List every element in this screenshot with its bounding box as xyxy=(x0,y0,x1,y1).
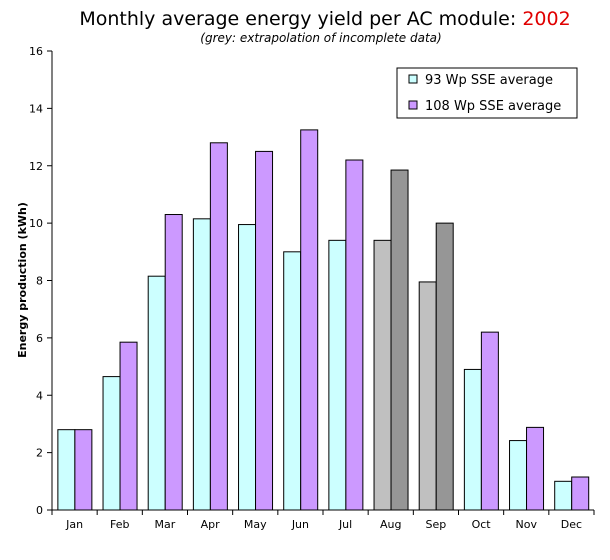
bar-apr-108wp xyxy=(209,142,228,511)
bar-mar-93wp xyxy=(147,275,166,511)
bar-feb-108wp xyxy=(119,341,138,511)
bar-sep-93wp xyxy=(418,281,437,511)
x-tick-label-jul: Jul xyxy=(338,518,352,531)
y-tick-label: 4 xyxy=(36,389,43,402)
x-tick-label-jun: Jun xyxy=(291,518,309,531)
x-tick-label-oct: Oct xyxy=(472,518,492,531)
y-axis-label: Energy production (kWh) xyxy=(16,202,29,358)
bar-feb-93wp xyxy=(102,376,121,511)
bar-jun-93wp xyxy=(283,251,302,511)
chart-subtitle: (grey: extrapolation of incomplete data) xyxy=(200,31,442,45)
chart-title: Monthly average energy yield per AC modu… xyxy=(0,8,610,30)
bar-sep-108wp xyxy=(435,222,454,511)
bar-jan-93wp xyxy=(57,429,76,511)
legend-swatch-93wp xyxy=(408,74,418,84)
y-tick-label: 12 xyxy=(29,160,43,173)
bar-dec-93wp xyxy=(554,480,573,511)
bar-oct-93wp xyxy=(463,368,482,511)
chart-title-main: Monthly average energy yield per AC modu… xyxy=(79,8,523,30)
x-tick-label-nov: Nov xyxy=(516,518,538,531)
bar-may-93wp xyxy=(238,224,257,511)
x-tick-label-sep: Sep xyxy=(426,518,447,531)
bar-jul-93wp xyxy=(328,239,347,511)
bar-mar-108wp xyxy=(164,214,183,511)
legend-box xyxy=(396,67,578,119)
legend-label-108wp: 108 Wp SSE average xyxy=(425,99,561,114)
x-tick-label-aug: Aug xyxy=(380,518,401,531)
x-tick-label-feb: Feb xyxy=(110,518,129,531)
x-axis-ticks: Jan Feb Mar Apr May Jun Jul Aug Sep Oct Nov Dec xyxy=(51,510,595,531)
y-tick-label: 2 xyxy=(36,447,43,460)
legend: 93 Wp SSE average 108 Wp SSE average xyxy=(396,67,578,119)
y-tick-label: 14 xyxy=(29,102,43,115)
bar-jan-108wp xyxy=(74,429,93,511)
bar-oct-108wp xyxy=(480,331,499,511)
y-tick-label: 8 xyxy=(36,275,43,288)
bar-may-108wp xyxy=(255,150,274,511)
legend-label-93wp: 93 Wp SSE average xyxy=(425,73,553,88)
x-tick-label-may: May xyxy=(244,518,267,531)
x-tick-label-jan: Jan xyxy=(65,518,83,531)
bar-nov-93wp xyxy=(509,440,528,511)
y-axis-ticks: 0 2 4 6 8 10 12 14 16 xyxy=(29,45,52,517)
x-tick-label-apr: Apr xyxy=(201,518,221,531)
x-tick-label-mar: Mar xyxy=(155,518,176,531)
y-tick-label: 10 xyxy=(29,217,43,230)
bar-nov-108wp xyxy=(526,426,545,511)
y-tick-label: 6 xyxy=(36,332,43,345)
bar-apr-93wp xyxy=(192,218,211,511)
bars xyxy=(57,129,590,511)
bar-aug-93wp xyxy=(373,239,392,511)
bar-jun-108wp xyxy=(300,129,319,511)
bar-jul-108wp xyxy=(345,159,364,511)
y-tick-label: 0 xyxy=(36,504,43,517)
bar-dec-108wp xyxy=(571,476,590,511)
bar-aug-108wp xyxy=(390,169,409,511)
y-tick-label: 16 xyxy=(29,45,43,58)
legend-swatch-108wp xyxy=(408,100,418,110)
x-tick-label-dec: Dec xyxy=(561,518,582,531)
chart-title-year: 2002 xyxy=(522,8,571,30)
